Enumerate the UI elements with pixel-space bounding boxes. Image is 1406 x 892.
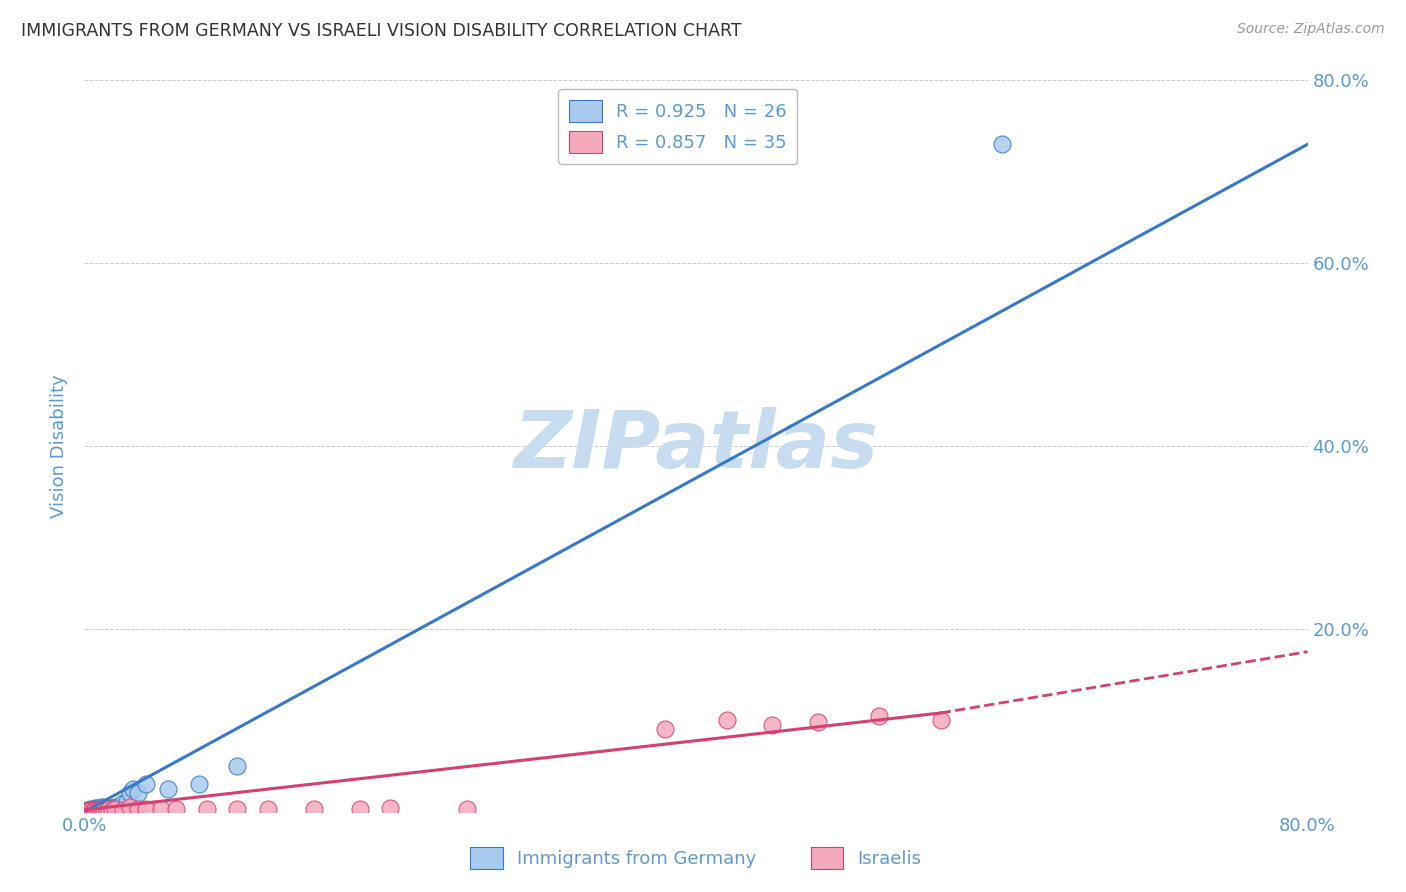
Point [89, 803, 111, 817]
Point [79, 803, 101, 817]
Point [76, 803, 98, 817]
Text: IMMIGRANTS FROM GERMANY VS ISRAELI VISION DISABILITY CORRELATION CHART: IMMIGRANTS FROM GERMANY VS ISRAELI VISIO… [21, 22, 742, 40]
Point [96, 803, 118, 817]
Point [94, 802, 117, 816]
Point [91, 801, 114, 815]
Point [869, 708, 891, 723]
Point [101, 801, 124, 815]
Point [120, 787, 142, 801]
Point [80, 803, 103, 817]
Point [149, 802, 172, 816]
Point [90, 802, 112, 816]
Point [87, 803, 110, 817]
Point [654, 723, 676, 737]
Point [84, 803, 107, 817]
Point [83, 803, 105, 817]
Point [135, 802, 157, 816]
Point [84, 801, 107, 815]
Point [127, 802, 149, 816]
Point [93, 800, 115, 814]
Point [807, 715, 830, 730]
Point [111, 796, 134, 810]
Point [122, 781, 145, 796]
Point [761, 718, 783, 732]
Point [77, 803, 100, 817]
Point [91, 803, 114, 817]
Point [97, 802, 120, 816]
Point [456, 802, 478, 816]
Legend: Immigrants from Germany, Israelis: Immigrants from Germany, Israelis [463, 839, 929, 876]
Point [135, 777, 157, 791]
Point [83, 802, 105, 816]
Point [157, 781, 180, 796]
Point [87, 802, 110, 816]
Y-axis label: Vision Disability: Vision Disability [51, 374, 69, 518]
Point [716, 714, 738, 728]
Point [226, 759, 249, 773]
Point [929, 714, 952, 728]
Point [89, 801, 111, 815]
Text: ZIPatlas: ZIPatlas [513, 407, 879, 485]
Point [226, 802, 249, 816]
Point [101, 803, 124, 817]
Point [991, 137, 1014, 152]
Point [104, 800, 127, 814]
Point [165, 802, 187, 816]
Point [120, 800, 142, 814]
Point [302, 802, 325, 816]
Point [127, 787, 149, 801]
Point [188, 777, 211, 791]
Point [97, 801, 120, 815]
Point [90, 800, 112, 814]
Point [86, 801, 108, 815]
Point [79, 802, 101, 816]
Point [77, 803, 100, 817]
Point [111, 803, 134, 817]
Point [107, 800, 129, 814]
Point [349, 802, 371, 816]
Point [115, 794, 138, 808]
Point [80, 803, 103, 817]
Point [195, 802, 218, 816]
Point [86, 803, 108, 817]
Point [104, 802, 127, 816]
Point [257, 802, 280, 816]
Point [380, 801, 402, 815]
Text: Source: ZipAtlas.com: Source: ZipAtlas.com [1237, 22, 1385, 37]
Point [93, 803, 115, 817]
